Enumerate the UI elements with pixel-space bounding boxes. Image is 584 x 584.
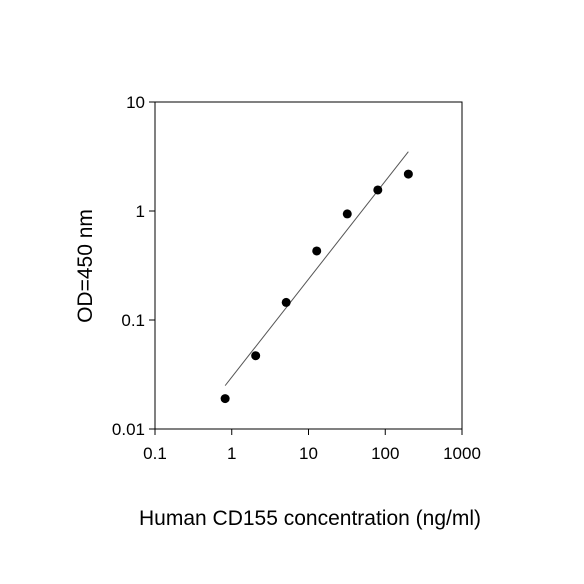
x-tick-label: 10 [299,444,318,463]
data-point [281,297,291,307]
plot-frame [154,101,463,430]
y-tick-label: 10 [126,93,145,112]
data-point [251,351,261,361]
data-point [373,185,383,195]
x-tick-label: 1000 [443,444,481,463]
y-axis-label: OD=450 nm [74,209,97,323]
y-tick-label: 0.1 [121,311,145,330]
data-point [220,394,230,404]
y-tick-label: 0.01 [112,420,145,439]
data-point [312,246,322,256]
x-tick-label: 0.1 [143,444,167,463]
x-tick-label: 1 [227,444,236,463]
x-tick-label: 100 [371,444,399,463]
x-axis-label: Human CD155 concentration (ng/ml) [139,507,481,530]
data-point [403,169,413,179]
y-tick-label: 1 [136,202,145,221]
data-point [342,209,352,219]
